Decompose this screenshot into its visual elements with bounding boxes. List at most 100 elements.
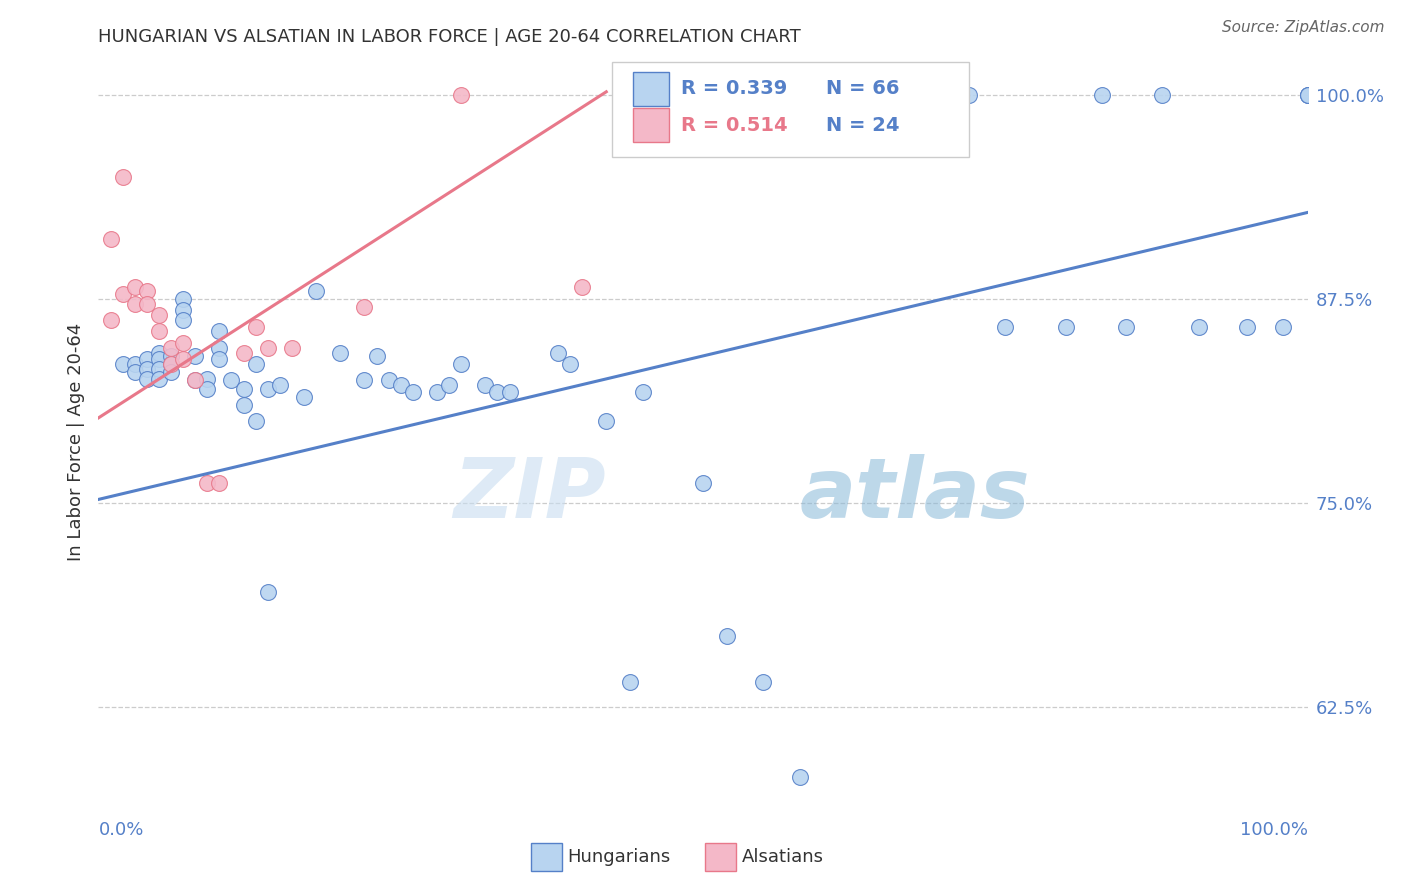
- Point: [353, 300, 375, 314]
- Point: [1054, 319, 1077, 334]
- Point: [148, 372, 170, 386]
- Point: [160, 357, 183, 371]
- Point: [281, 341, 304, 355]
- Point: [789, 770, 811, 784]
- Y-axis label: In Labor Force | Age 20-64: In Labor Force | Age 20-64: [66, 322, 84, 561]
- Point: [329, 345, 352, 359]
- Point: [256, 585, 278, 599]
- Point: [160, 365, 183, 379]
- Text: Alsatians: Alsatians: [742, 848, 824, 866]
- Text: 100.0%: 100.0%: [1240, 821, 1308, 838]
- Point: [172, 352, 194, 367]
- Point: [172, 303, 194, 318]
- Point: [195, 476, 218, 491]
- Point: [135, 297, 157, 311]
- Text: ZIP: ZIP: [454, 454, 606, 535]
- Point: [402, 384, 425, 399]
- Point: [245, 357, 267, 371]
- Text: Source: ZipAtlas.com: Source: ZipAtlas.com: [1222, 20, 1385, 35]
- Text: 0.0%: 0.0%: [98, 821, 143, 838]
- Point: [450, 88, 472, 103]
- Point: [957, 88, 980, 103]
- Point: [184, 373, 207, 387]
- Point: [111, 287, 134, 301]
- Point: [148, 362, 170, 376]
- Point: [1272, 319, 1295, 334]
- Point: [474, 378, 496, 392]
- Point: [195, 372, 218, 386]
- Point: [256, 382, 278, 396]
- Point: [498, 384, 520, 399]
- Point: [135, 284, 157, 298]
- Point: [111, 357, 134, 371]
- Point: [135, 372, 157, 386]
- Point: [184, 373, 207, 387]
- Point: [172, 335, 194, 350]
- Point: [1296, 88, 1319, 103]
- Point: [124, 365, 146, 379]
- Point: [1296, 88, 1319, 103]
- Point: [160, 341, 183, 355]
- Point: [752, 675, 775, 690]
- Point: [135, 362, 157, 376]
- Point: [160, 357, 183, 371]
- FancyBboxPatch shape: [613, 62, 969, 157]
- Point: [558, 357, 581, 371]
- Point: [148, 308, 170, 322]
- Point: [426, 384, 449, 399]
- Point: [195, 382, 218, 396]
- Bar: [706, 843, 735, 871]
- Point: [232, 345, 254, 359]
- Point: [1236, 319, 1258, 334]
- Point: [547, 345, 569, 359]
- Point: [716, 629, 738, 643]
- Point: [184, 349, 207, 363]
- Point: [619, 675, 641, 690]
- Point: [208, 341, 231, 355]
- Point: [631, 384, 654, 399]
- Point: [486, 384, 509, 399]
- Point: [450, 357, 472, 371]
- Point: [256, 341, 278, 355]
- Point: [208, 352, 231, 367]
- Point: [160, 349, 183, 363]
- Point: [245, 414, 267, 428]
- Text: R = 0.339: R = 0.339: [682, 79, 787, 98]
- Text: atlas: atlas: [800, 454, 1031, 535]
- Point: [221, 373, 243, 387]
- Text: Hungarians: Hungarians: [568, 848, 671, 866]
- Point: [269, 378, 291, 392]
- Point: [692, 476, 714, 491]
- Point: [245, 319, 267, 334]
- Point: [353, 373, 375, 387]
- Point: [377, 373, 399, 387]
- Text: HUNGARIAN VS ALSATIAN IN LABOR FORCE | AGE 20-64 CORRELATION CHART: HUNGARIAN VS ALSATIAN IN LABOR FORCE | A…: [98, 28, 801, 45]
- Point: [366, 349, 388, 363]
- Bar: [531, 843, 561, 871]
- Point: [208, 476, 231, 491]
- Point: [148, 325, 170, 339]
- Point: [1152, 88, 1174, 103]
- Point: [124, 357, 146, 371]
- Text: R = 0.514: R = 0.514: [682, 116, 787, 135]
- Point: [1091, 88, 1114, 103]
- Point: [111, 169, 134, 184]
- Point: [124, 280, 146, 294]
- Point: [437, 378, 460, 392]
- Point: [124, 297, 146, 311]
- Point: [232, 382, 254, 396]
- Point: [595, 414, 617, 428]
- Point: [208, 325, 231, 339]
- Bar: [633, 108, 669, 143]
- Point: [1188, 319, 1211, 334]
- Bar: [633, 72, 669, 106]
- Point: [172, 292, 194, 306]
- Point: [305, 284, 328, 298]
- Point: [172, 313, 194, 327]
- Point: [148, 352, 170, 367]
- Point: [100, 231, 122, 245]
- Point: [571, 280, 593, 294]
- Text: N = 66: N = 66: [827, 79, 900, 98]
- Point: [292, 390, 315, 404]
- Point: [148, 345, 170, 359]
